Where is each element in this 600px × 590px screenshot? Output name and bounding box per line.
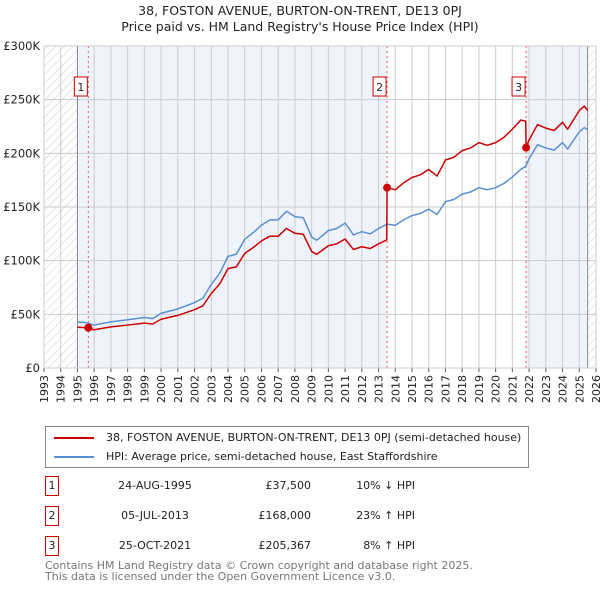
sale-hpi: 23% ↑ HPI: [356, 509, 415, 522]
sale-row: 1 24-AUG-1995 £37,500 10% ↓ HPI: [45, 476, 445, 496]
y-tick-label: £250K: [3, 93, 40, 107]
sale-price: £168,000: [258, 509, 312, 522]
sale-label: 3: [515, 81, 522, 94]
x-tick-label: 2008: [289, 375, 302, 403]
y-tick-label: £150K: [3, 200, 40, 214]
legend-swatch-blue: [54, 455, 94, 458]
sale-hpi: 10% ↓ HPI: [356, 479, 415, 492]
x-tick-label: 1999: [138, 375, 151, 403]
y-tick-label: £300K: [3, 39, 40, 53]
x-tick-label: 2026: [590, 375, 600, 403]
legend-item-property: 38, FOSTON AVENUE, BURTON-ON-TRENT, DE13…: [54, 431, 521, 444]
x-tick-label: 2000: [155, 375, 168, 403]
sale-label: 2: [376, 81, 383, 94]
x-tick-label: 1997: [105, 375, 118, 403]
sale-row: 2 05-JUL-2013 £168,000 23% ↑ HPI: [45, 506, 445, 526]
x-tick-label: 2017: [439, 375, 452, 403]
x-tick-label: 2004: [222, 375, 235, 403]
x-tick-label: 1994: [55, 375, 68, 403]
y-tick-label: £0: [25, 361, 40, 375]
sale-marker: 1: [45, 476, 59, 496]
sale-hpi: 8% ↑ HPI: [363, 539, 415, 552]
x-tick-label: 2012: [356, 375, 369, 403]
legend: 38, FOSTON AVENUE, BURTON-ON-TRENT, DE13…: [45, 426, 529, 468]
sale-marker: 3: [45, 536, 59, 556]
legend-item-hpi: HPI: Average price, semi-detached house,…: [54, 450, 438, 463]
x-tick-label: 2022: [523, 375, 536, 403]
legend-label: HPI: Average price, semi-detached house,…: [106, 450, 438, 463]
x-tick-label: 2002: [189, 375, 202, 403]
footer-line: Contains HM Land Registry data © Crown c…: [45, 559, 473, 572]
x-tick-label: 2007: [272, 375, 285, 403]
chart-title: 38, FOSTON AVENUE, BURTON-ON-TRENT, DE13…: [138, 3, 462, 18]
price-paid-line: [77, 105, 589, 331]
chart-subtitle: Price paid vs. HM Land Registry's House …: [121, 19, 479, 34]
sale-price: £37,500: [265, 479, 312, 492]
sale-marker: 2: [45, 506, 59, 526]
sale-row: 3 25-OCT-2021 £205,367 8% ↑ HPI: [45, 536, 445, 556]
price-chart: 1993 1994 1995 1996 1997 1998 1999 2000 2001 2002…: [3, 39, 600, 403]
x-tick-label: 1996: [88, 375, 101, 403]
y-tick-label: £100K: [3, 254, 40, 268]
x-tick-label: 2025: [573, 375, 586, 403]
x-tick-label: 2024: [557, 375, 570, 403]
x-tick-label: 2009: [306, 375, 319, 403]
x-tick-label: 1998: [122, 375, 135, 403]
sale-price: £205,367: [258, 539, 312, 552]
x-tick-label: 2013: [373, 375, 386, 403]
sale-point: [383, 183, 392, 192]
legend-label: 38, FOSTON AVENUE, BURTON-ON-TRENT, DE13…: [106, 431, 522, 444]
sale-date: 24-AUG-1995: [118, 479, 192, 492]
x-tick-label: 2020: [490, 375, 503, 403]
sale-point: [84, 323, 93, 332]
x-tick-label: 2015: [406, 375, 419, 403]
plot-border: [43, 45, 597, 369]
x-tick-label: 2018: [456, 375, 469, 403]
x-tick-label: 2003: [205, 375, 218, 403]
sale-label-box: [511, 76, 526, 97]
y-tick-label: £50K: [11, 307, 41, 321]
sale-label-box: [73, 76, 88, 97]
sale-label: 1: [77, 81, 84, 94]
x-tick-label: 1993: [38, 375, 51, 403]
hpi-line: [77, 126, 589, 326]
legend-swatch-red: [54, 436, 94, 439]
x-tick-label: 2016: [423, 375, 436, 403]
x-tick-label: 2014: [389, 375, 402, 403]
footer-line: This data is licensed under the Open Gov…: [45, 570, 396, 583]
x-tick-label: 2001: [172, 375, 185, 403]
sale-date: 25-OCT-2021: [118, 539, 192, 552]
x-tick-label: 2006: [255, 375, 268, 403]
sale-date: 05-JUL-2013: [121, 509, 189, 522]
x-tick-label: 1995: [71, 375, 84, 403]
x-tick-label: 2021: [506, 375, 519, 403]
x-tick-label: 2019: [473, 375, 486, 403]
sale-label-box: [372, 76, 387, 97]
footer: Contains HM Land Registry data © Crown c…: [45, 560, 473, 582]
x-tick-label: 2023: [540, 375, 553, 403]
x-tick-label: 2011: [339, 375, 352, 403]
y-tick-label: £200K: [3, 146, 40, 160]
x-tick-label: 2005: [239, 375, 252, 403]
x-tick-label: 2010: [322, 375, 335, 403]
sale-point: [522, 143, 531, 152]
